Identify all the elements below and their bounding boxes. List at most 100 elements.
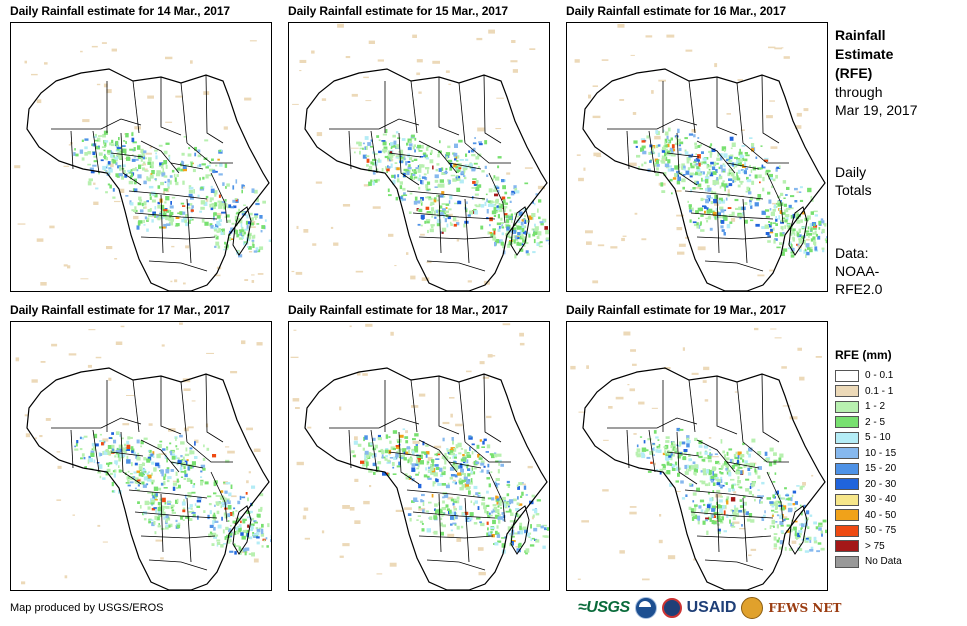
rain-cell: [477, 547, 484, 551]
rain-cell: [400, 456, 404, 460]
rain-cell: [714, 453, 718, 455]
rain-cell: [509, 240, 513, 242]
rain-cell: [166, 458, 168, 463]
rain-cell: [237, 500, 241, 505]
rain-cell: [639, 436, 643, 438]
rain-cell: [161, 226, 166, 229]
rain-cell: [56, 499, 62, 501]
rain-cell: [368, 468, 373, 473]
rain-cell: [442, 500, 445, 504]
rain-cell: [731, 465, 735, 469]
rain-cell: [533, 527, 538, 532]
rain-cell: [688, 133, 693, 136]
rain-cell: [118, 173, 123, 177]
rain-cell: [536, 235, 540, 239]
rain-cell: [724, 461, 728, 465]
rain-cell: [741, 145, 746, 147]
rain-cell: [159, 226, 162, 229]
rain-cell: [165, 142, 170, 145]
rain-cell: [144, 470, 147, 473]
country-border: [180, 381, 188, 443]
rain-cell: [649, 451, 654, 455]
rain-cell: [664, 144, 668, 148]
rain-cell: [706, 173, 708, 177]
rain-cell: [434, 511, 437, 515]
rain-cell: [39, 435, 43, 438]
rain-cell: [511, 190, 516, 195]
rain-cell: [497, 540, 502, 543]
rain-cell: [259, 215, 263, 219]
rain-cell: [651, 407, 658, 409]
rain-cell: [684, 471, 689, 475]
country-border: [696, 439, 736, 473]
rain-cell: [479, 361, 485, 365]
rain-cell: [126, 455, 129, 459]
rain-cell: [686, 435, 690, 440]
rain-cell: [473, 485, 478, 490]
rain-cell: [450, 223, 453, 226]
rain-cell: [496, 498, 500, 501]
rain-cell: [661, 161, 666, 164]
rain-cell: [147, 177, 151, 182]
rain-cell: [94, 133, 97, 137]
madagascar-outline: [232, 206, 252, 256]
rain-cell: [190, 216, 192, 220]
rain-cell: [736, 470, 741, 475]
rain-cell: [144, 500, 149, 506]
rain-cell: [401, 454, 405, 460]
rain-cell: [251, 280, 255, 283]
rain-cell: [152, 211, 156, 216]
rain-cell: [506, 172, 511, 175]
rain-cell: [111, 158, 116, 162]
rain-cell: [256, 198, 259, 202]
rain-cell: [225, 446, 230, 448]
rain-cell: [376, 466, 380, 470]
rain-cell: [695, 210, 699, 214]
rain-cell: [728, 163, 732, 166]
rain-cell: [194, 439, 199, 444]
rain-cell: [118, 465, 120, 468]
rain-cell: [157, 525, 161, 528]
rain-cell: [662, 158, 666, 162]
rain-cell: [501, 232, 504, 236]
rain-cell: [732, 178, 735, 183]
rain-cell: [799, 186, 803, 189]
rain-cell: [784, 225, 787, 229]
rain-cell: [200, 200, 206, 205]
rain-cell: [810, 238, 814, 242]
rain-cell: [221, 504, 226, 508]
rain-cell: [137, 202, 142, 206]
rain-cell: [221, 516, 223, 521]
country-border: [648, 130, 656, 174]
rain-cell: [713, 161, 717, 166]
rain-cell: [771, 509, 775, 512]
rain-cell: [693, 558, 696, 561]
rain-cell: [691, 466, 695, 469]
rain-cell: [475, 156, 480, 160]
rain-cell: [426, 220, 430, 224]
rain-cell: [403, 156, 406, 161]
rain-cell: [255, 448, 260, 451]
rain-cell: [238, 237, 243, 240]
rain-cell: [149, 146, 152, 149]
rain-cell: [157, 201, 160, 205]
legend-item: 2 - 5: [835, 415, 902, 431]
rain-cell: [796, 232, 800, 237]
rain-cell: [669, 178, 673, 182]
rain-cell: [424, 451, 427, 455]
rain-cell: [815, 526, 819, 530]
rain-cell: [93, 433, 98, 439]
rain-cell: [715, 169, 718, 173]
rain-cell: [452, 178, 457, 182]
rain-cell: [93, 182, 96, 185]
rain-cell: [133, 147, 136, 152]
rain-cell: [667, 143, 670, 148]
rain-cell: [372, 181, 375, 186]
rain-cell: [408, 164, 411, 169]
rain-cell: [474, 137, 476, 139]
country-border: [348, 429, 352, 469]
rain-cell: [776, 246, 781, 249]
rain-cell: [138, 472, 143, 477]
country-border: [464, 441, 511, 463]
rain-cell: [738, 160, 741, 162]
